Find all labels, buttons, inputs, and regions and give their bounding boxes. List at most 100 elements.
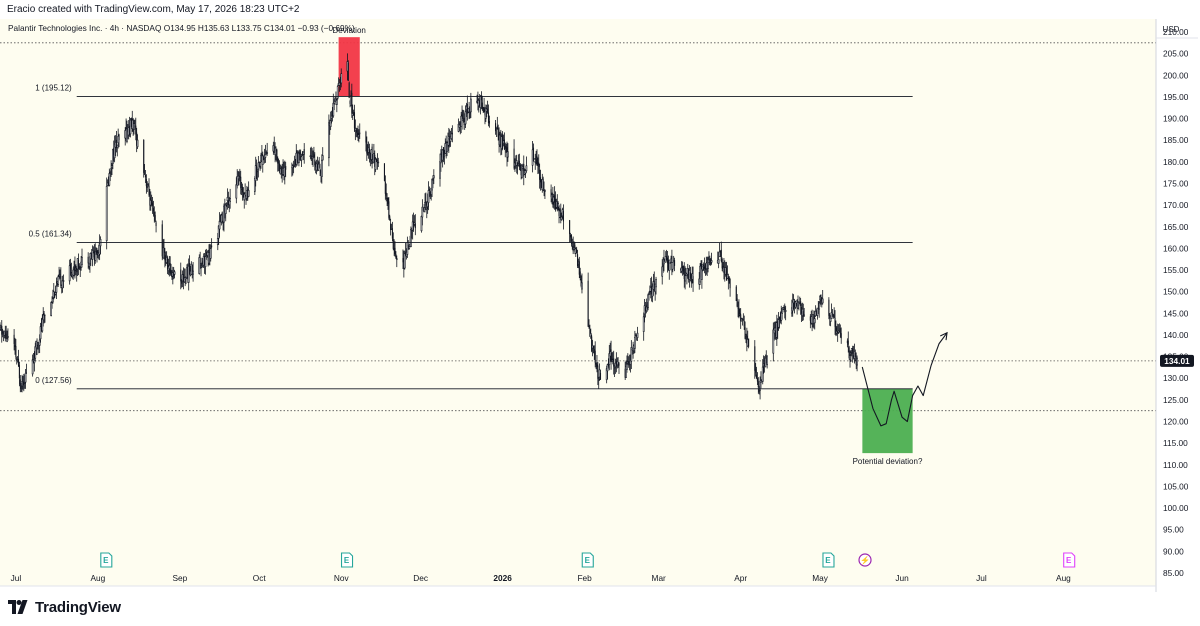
candle-up bbox=[661, 266, 664, 277]
tradingview-brand[interactable]: TradingView bbox=[8, 597, 121, 617]
candle-down bbox=[189, 263, 191, 274]
candle-down bbox=[523, 164, 525, 177]
candle-up bbox=[634, 337, 636, 349]
candle-down bbox=[778, 317, 781, 320]
candle-down bbox=[4, 331, 6, 336]
earnings-icon[interactable] bbox=[100, 552, 113, 568]
candle-up bbox=[447, 136, 450, 146]
candle-down bbox=[152, 208, 154, 212]
candle-up bbox=[300, 156, 303, 161]
candle-down bbox=[552, 196, 554, 205]
candle-up bbox=[329, 120, 332, 127]
candle-down bbox=[316, 165, 318, 169]
event-marker-label: E bbox=[103, 556, 109, 565]
candle-down bbox=[115, 139, 117, 149]
candle-down bbox=[314, 159, 316, 166]
candle-down bbox=[258, 163, 260, 167]
candle-down bbox=[445, 141, 447, 152]
price-tick-label: 195.00 bbox=[1163, 92, 1189, 102]
candle-up bbox=[351, 113, 354, 116]
candle-down bbox=[320, 170, 322, 174]
candle-up bbox=[777, 319, 780, 328]
candle-down bbox=[294, 162, 296, 164]
candle-up bbox=[218, 220, 221, 230]
candle-up bbox=[521, 164, 523, 178]
candle-down bbox=[578, 261, 580, 275]
candle-down bbox=[487, 108, 489, 113]
candle-down bbox=[607, 364, 609, 367]
candle-down bbox=[25, 372, 28, 374]
candle-down bbox=[155, 222, 157, 227]
event-markers[interactable]: E E E E ⚡ E bbox=[100, 552, 1076, 568]
candle-up bbox=[761, 366, 764, 382]
candle-down bbox=[240, 176, 242, 189]
candle-down bbox=[221, 212, 223, 222]
last-price-label: 134.01 bbox=[1164, 356, 1190, 366]
candle-up bbox=[206, 252, 209, 256]
price-tick-label: 95.00 bbox=[1163, 525, 1184, 535]
candle-down bbox=[758, 388, 760, 393]
candle-down bbox=[348, 82, 350, 98]
price-tick-label: 165.00 bbox=[1163, 222, 1189, 232]
candle-up bbox=[408, 246, 410, 249]
candle-down bbox=[513, 148, 515, 169]
event-marker-label: E bbox=[585, 556, 591, 565]
event-marker-label: E bbox=[825, 556, 831, 565]
candle-down bbox=[754, 346, 756, 371]
candle-down bbox=[666, 257, 669, 264]
future-earnings-icon[interactable] bbox=[1063, 552, 1076, 568]
candle-up bbox=[816, 307, 819, 316]
candle-up bbox=[111, 165, 113, 169]
candle-up bbox=[421, 206, 424, 218]
candle-down bbox=[136, 132, 138, 146]
candle-down bbox=[775, 327, 777, 337]
candle-up bbox=[328, 122, 330, 159]
candle-down bbox=[283, 169, 285, 174]
price-tick-label: 190.00 bbox=[1163, 114, 1189, 124]
candle-down bbox=[313, 154, 315, 158]
candle-down bbox=[169, 263, 171, 273]
candle-down bbox=[129, 125, 131, 132]
candle-down bbox=[595, 362, 597, 365]
candle-down bbox=[496, 126, 498, 129]
candle-down bbox=[391, 228, 393, 239]
candle-down bbox=[577, 254, 579, 267]
candle-down bbox=[301, 153, 303, 156]
last-price-badge bbox=[1160, 354, 1194, 367]
time-tick-label: Aug bbox=[1056, 573, 1071, 583]
earnings-icon[interactable] bbox=[340, 552, 354, 568]
candle-down bbox=[831, 313, 833, 315]
candle-up bbox=[266, 152, 269, 154]
candle-up bbox=[377, 161, 380, 164]
candle-down bbox=[390, 229, 393, 230]
candle-down bbox=[376, 159, 378, 161]
candle-up bbox=[850, 352, 852, 355]
earnings-icon[interactable] bbox=[822, 552, 835, 568]
candlestick-chart[interactable]: Deviation Potential deviation? 1 (195.12)… bbox=[0, 19, 1200, 592]
candle-down bbox=[537, 162, 539, 165]
candle-up bbox=[534, 161, 537, 163]
candle-down bbox=[278, 162, 280, 164]
brand-name: TradingView bbox=[35, 598, 121, 616]
candle-down bbox=[579, 271, 581, 279]
price-axis-background bbox=[1156, 19, 1200, 592]
split-event-icon[interactable] bbox=[858, 553, 872, 567]
candle-up bbox=[321, 155, 324, 161]
candle-down bbox=[87, 256, 89, 264]
candle-down bbox=[211, 245, 213, 248]
potential-deviation-label: Potential deviation? bbox=[853, 457, 923, 466]
time-tick-label: Jul bbox=[976, 573, 987, 583]
price-tick-label: 175.00 bbox=[1163, 178, 1189, 188]
candle-down bbox=[536, 155, 538, 166]
earnings-icon[interactable] bbox=[581, 552, 594, 568]
time-axis[interactable]: Jul Aug Sep Oct Nov Dec 2026 Feb Mar Apr May Jun Jul… bbox=[0, 573, 1156, 587]
candle-down bbox=[589, 329, 591, 337]
event-marker-label: ⚡ bbox=[860, 555, 870, 565]
candle-down bbox=[0, 326, 2, 328]
candle-down bbox=[681, 265, 684, 269]
candle-down bbox=[36, 344, 38, 347]
candle-down bbox=[161, 224, 163, 257]
candle-down bbox=[835, 327, 837, 333]
candle-down bbox=[148, 185, 150, 196]
